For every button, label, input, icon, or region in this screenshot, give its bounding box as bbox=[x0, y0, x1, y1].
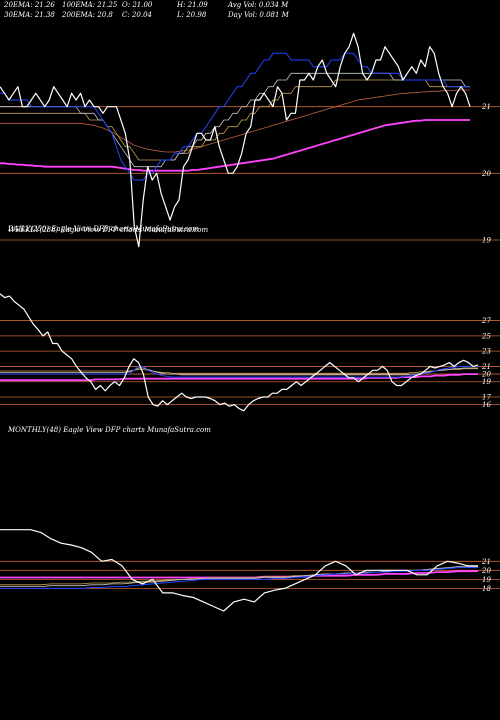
daily-ema-long-line bbox=[0, 79, 470, 161]
day-vol-readout: Day Vol: 0.081 M bbox=[228, 11, 289, 19]
monthly-price-line bbox=[0, 529, 478, 612]
daily-y-tick-label: 21 bbox=[481, 103, 491, 111]
daily-y-tick-label: 20 bbox=[481, 170, 491, 178]
weekly-y-tick-label: 17 bbox=[482, 394, 491, 402]
high-readout: H: 21.09 bbox=[177, 1, 208, 9]
ema100-readout: 100EMA: 21.25 bbox=[62, 1, 118, 9]
weekly-ema-200-line bbox=[0, 373, 478, 382]
weekly-y-tick-label: 25 bbox=[481, 332, 491, 340]
open-readout: O: 21.00 bbox=[122, 1, 153, 9]
daily-ema-mid-line bbox=[0, 72, 470, 168]
weekly-price-line bbox=[0, 293, 479, 412]
daily-ema-200-line bbox=[0, 119, 470, 172]
weekly-ema-short-line bbox=[0, 365, 478, 378]
monthly-y-tick-label: 20 bbox=[481, 567, 491, 575]
daily-ema-short-line bbox=[0, 52, 470, 181]
monthly-chart-title: MONTHLY(48) Eagle View DFP charts Munafa… bbox=[7, 426, 211, 434]
ema30-readout: 30EMA: 21.38 bbox=[4, 11, 55, 19]
monthly-y-tick-label: 21 bbox=[481, 558, 491, 566]
weekly-y-tick-label: 21 bbox=[481, 363, 491, 371]
monthly-ema-short-line bbox=[0, 567, 478, 589]
monthly-y-tick-label: 18 bbox=[482, 585, 491, 593]
low-readout: L: 20.98 bbox=[177, 11, 207, 19]
weekly-y-tick-label: 23 bbox=[481, 348, 491, 356]
avg-vol-readout: Avg Vol: 0.034 M bbox=[228, 1, 289, 9]
daily-y-tick-label: 19 bbox=[482, 237, 491, 245]
weekly-y-tick-label: 20 bbox=[481, 371, 491, 379]
daily-price-line bbox=[0, 32, 471, 248]
ema200-readout: 200EMA: 20.8 bbox=[62, 11, 113, 19]
daily-ema-100-line bbox=[0, 89, 470, 153]
monthly-ema-200-line bbox=[0, 570, 478, 579]
weekly-y-tick-label: 27 bbox=[481, 317, 491, 325]
weekly-chart-title: WEEKLY(288) Eagle View DFP charts Munafa… bbox=[8, 226, 209, 234]
monthly-y-tick-label: 19 bbox=[482, 576, 491, 584]
close-readout: C: 20.04 bbox=[122, 11, 152, 19]
ema20-readout: 20EMA: 21.26 bbox=[4, 1, 55, 9]
weekly-ema-mid-line bbox=[0, 367, 478, 376]
weekly-y-tick-label: 19 bbox=[482, 378, 491, 386]
daily-chart-title: DAILY(250) Eagle View DFP charts MunafaS… bbox=[7, 225, 199, 233]
weekly-y-tick-label: 16 bbox=[482, 401, 491, 409]
daily-chart: 21 20 19 DAILY(250) Eagle View DFP charts M… bbox=[0, 32, 500, 248]
